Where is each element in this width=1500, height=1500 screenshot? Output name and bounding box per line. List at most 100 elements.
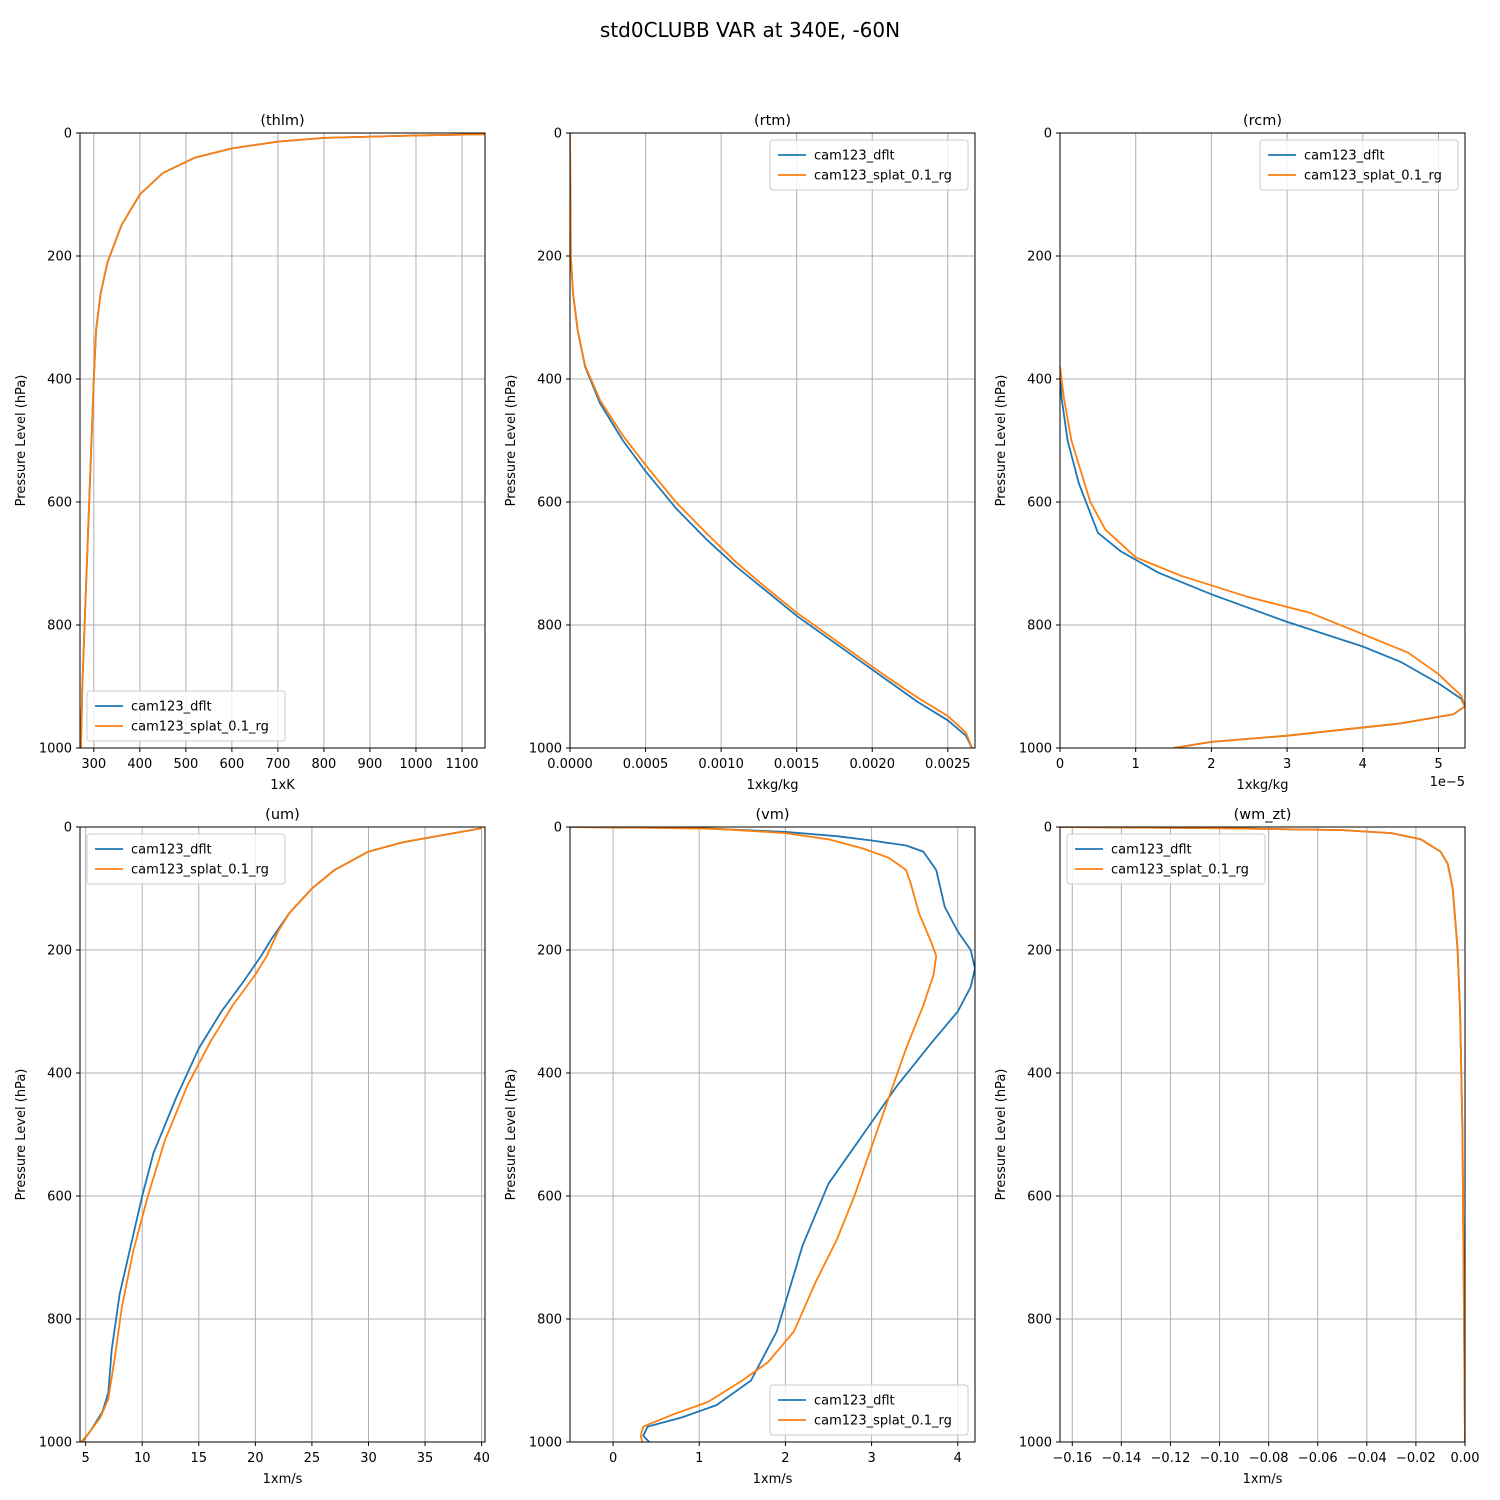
axes-frame [1059,826,1466,1443]
axes-frame [79,826,486,1443]
subplot-title: (vm) [755,807,789,823]
y-tick-label: 800 [1027,619,1052,634]
legend-box [1259,139,1459,191]
x-tick-label: −0.10 [1200,1451,1240,1466]
y-tick-label: 600 [47,1190,72,1205]
x-tick-label: 0.0025 [925,757,971,772]
legend-box [769,139,969,191]
y-tick-label: 600 [1027,1190,1052,1205]
y-tick-label: 0 [1044,127,1052,142]
legend: cam123_dflt cam123_splat_0.1_rg [1066,833,1266,885]
axes-frame [79,132,486,749]
subplot-title: (rtm) [754,113,791,129]
x-tick-label: −0.06 [1298,1451,1338,1466]
x-tick-label: 5 [82,1451,90,1466]
figure-title: std0CLUBB VAR at 340E, -60N [600,18,900,42]
legend-label: cam123_splat_0.1_rg [814,1414,952,1429]
y-tick-label: 600 [1027,496,1052,511]
x-tick-label: 0.0015 [774,757,820,772]
x-axis-label: 1xkg/kg [747,778,799,793]
x-tick-label: −0.04 [1347,1451,1387,1466]
x-tick-label: 30 [360,1451,377,1466]
x-tick-label: 0.0010 [698,757,744,772]
subplot-3: 5 10 15 20 25 30 35 4002004006008001000(um)1xm/… [14,807,490,1487]
x-axis-label: 1xm/s [753,1472,793,1487]
legend-label: cam123_dflt [131,700,212,715]
subplot-title: (rcm) [1243,113,1282,129]
subplot-title: (thlm) [260,113,304,129]
y-tick-label: 200 [537,250,562,265]
y-tick-label: 400 [47,373,72,388]
y-axis-label: Pressure Level (hPa) [994,1069,1009,1201]
x-offset-text: 1e−5 [1430,775,1465,790]
series-group [1060,366,1465,748]
y-tick-label: 1000 [39,1436,72,1451]
x-tick-label: 1000 [399,757,432,772]
y-tick-label: 1000 [39,742,72,757]
legend: cam123_dflt cam123_splat_0.1_rg [86,833,286,885]
y-tick-label: 1000 [1019,1436,1052,1451]
series-line-cam123_splat_0.1_rg [1060,366,1465,748]
y-axis-label: Pressure Level (hPa) [504,1069,519,1201]
y-axis-label: Pressure Level (hPa) [14,1069,29,1201]
legend: cam123_dflt cam123_splat_0.1_rg [1259,139,1459,191]
series-group [570,133,973,748]
x-tick-label: 3 [867,1451,875,1466]
y-tick-label: 600 [537,1190,562,1205]
axes-frame [569,132,976,749]
x-tick-label: −0.12 [1151,1451,1191,1466]
legend-label: cam123_dflt [1111,843,1192,858]
subplot-title: (um) [265,807,300,823]
y-tick-label: 800 [47,1313,72,1328]
y-tick-label: 400 [537,373,562,388]
series-group [80,133,485,748]
subplot-1: 0.0000 0.0005 0.0010 0.0015 0.0020 0.0025 0 200… [504,113,976,793]
x-tick-label: 15 [191,1451,208,1466]
x-tick-label: 20 [247,1451,264,1466]
x-tick-label: 3 [1283,757,1291,772]
legend-label: cam123_dflt [814,1394,895,1409]
series-line-cam123_dflt [1060,366,1465,748]
x-tick-label: 500 [173,757,198,772]
x-axis-label: 1xm/s [263,1472,303,1487]
axes-frame [1059,132,1466,749]
x-tick-label: 1100 [445,757,478,772]
y-tick-label: 0 [1044,821,1052,836]
subplot-4: 0 1 2 3 4 0 200 400 600 800 1000 (vm) 1xm/s Pressure … [504,807,976,1487]
subplot-2: 0 1 2 3 4 5 0 200 400 600 800 1000 (rcm) 1xkg/kg Press… [994,113,1466,793]
y-tick-label: 800 [537,619,562,634]
legend: cam123_dflt cam123_splat_0.1_rg [86,690,286,742]
legend-label: cam123_splat_0.1_rg [814,169,952,184]
y-axis-label: Pressure Level (hPa) [504,375,519,507]
axes-frame [569,826,976,1443]
x-tick-label: −0.02 [1396,1451,1436,1466]
y-tick-label: 800 [47,619,72,634]
x-tick-label: 900 [358,757,383,772]
series-line-cam123_dflt [1060,827,1465,1442]
legend-box [769,1384,969,1436]
y-tick-label: 1000 [529,1436,562,1451]
x-tick-label: 0.0005 [623,757,669,772]
x-tick-label: 700 [265,757,290,772]
x-tick-label: 25 [304,1451,321,1466]
series-line-cam123_splat_0.1_rg [80,827,482,1442]
y-tick-label: 200 [537,944,562,959]
y-tick-label: 800 [1027,1313,1052,1328]
x-tick-label: 5 [1434,757,1442,772]
y-tick-label: 1000 [1019,742,1052,757]
series-line-cam123_dflt [80,133,485,748]
y-tick-label: 0 [554,821,562,836]
x-tick-label: 4 [1359,757,1367,772]
y-tick-label: 600 [537,496,562,511]
x-tick-label: 0.0000 [547,757,593,772]
legend: cam123_dflt cam123_splat_0.1_rg [769,1384,969,1436]
series-group [570,827,975,1442]
legend-box [1066,833,1266,885]
legend-label: cam123_splat_0.1_rg [131,720,269,735]
series-group [80,827,482,1442]
legend-label: cam123_splat_0.1_rg [131,863,269,878]
y-axis-label: Pressure Level (hPa) [14,375,29,507]
y-tick-label: 600 [47,496,72,511]
y-tick-label: 400 [1027,373,1052,388]
x-tick-label: −0.14 [1101,1451,1141,1466]
